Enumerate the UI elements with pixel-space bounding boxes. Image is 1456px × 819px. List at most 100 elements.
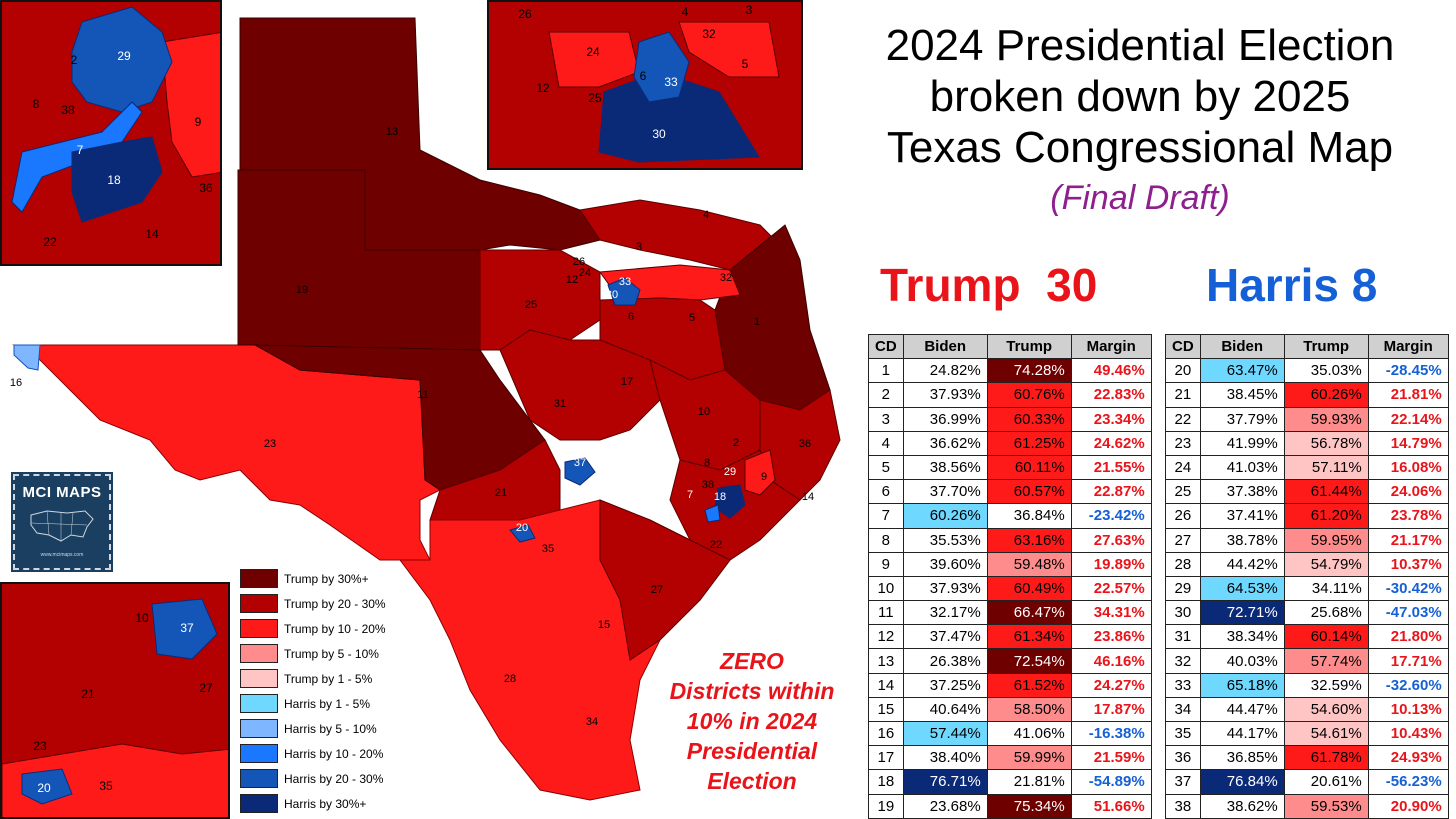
- biden-percent: 37.70%: [902, 479, 988, 505]
- legend-item: Trump by 5 - 10%: [240, 641, 386, 666]
- biden-percent: 57.44%: [902, 720, 988, 747]
- district-label: 12: [536, 81, 550, 95]
- table-row: 33 65.18% 32.59% -32.60%: [1165, 672, 1449, 698]
- district-number: 12: [868, 624, 904, 650]
- legend-label: Trump by 5 - 10%: [284, 646, 379, 661]
- biden-percent: 37.25%: [902, 672, 988, 698]
- table-row: 30 72.71% 25.68% -47.03%: [1165, 600, 1449, 626]
- legend-label: Trump by 1 - 5%: [284, 671, 373, 686]
- table-row: 27 38.78% 59.95% 21.17%: [1165, 527, 1449, 553]
- header-biden: Biden: [1199, 333, 1285, 360]
- district-number: 38: [1165, 793, 1201, 819]
- district-number: 19: [868, 793, 904, 819]
- trump-percent: 59.99%: [986, 745, 1072, 771]
- legend-label: Trump by 30%+: [284, 571, 369, 586]
- margin-value: 24.62%: [1070, 430, 1152, 456]
- table-row: 34 44.47% 54.60% 10.13%: [1165, 696, 1449, 723]
- legend-item: Harris by 20 - 30%: [240, 766, 386, 791]
- district-label: 31: [554, 398, 566, 410]
- district-label: 10: [698, 406, 710, 418]
- zero-districts-note: ZERO Districts within 10% in 2024 Presid…: [652, 646, 852, 796]
- houston-inset-map: 29 2 8 38 9 7 18 36 22 14: [2, 2, 220, 264]
- margin-value: -23.42%: [1070, 503, 1152, 529]
- district-label: 7: [77, 143, 84, 157]
- margin-value: 24.93%: [1367, 745, 1449, 771]
- table-header-row: CD Biden Trump Margin: [1165, 333, 1449, 360]
- district-label: 15: [598, 619, 610, 631]
- margin-value: -30.42%: [1367, 575, 1449, 602]
- margin-value: 51.66%: [1070, 793, 1152, 819]
- district-9-region: [744, 449, 776, 496]
- district-label: 27: [199, 681, 213, 695]
- margin-value: 17.87%: [1070, 696, 1152, 723]
- trump-percent: 72.54%: [986, 648, 1072, 674]
- biden-percent: 40.03%: [1199, 648, 1285, 674]
- margin-value: -16.38%: [1070, 720, 1152, 747]
- dallas-district-24: [548, 31, 640, 88]
- margin-value: 22.57%: [1070, 575, 1152, 602]
- legend-label: Harris by 1 - 5%: [284, 696, 371, 711]
- district-label: 26: [573, 256, 585, 268]
- header-cd: CD: [1165, 333, 1201, 360]
- district-label: 27: [651, 584, 663, 596]
- trump-percent: 56.78%: [1283, 430, 1369, 456]
- district-label: 33: [664, 75, 678, 89]
- legend-swatch: [240, 719, 278, 738]
- district-number: 29: [1165, 575, 1201, 602]
- district-label: 37: [180, 621, 194, 635]
- legend-item: Harris by 5 - 10%: [240, 716, 386, 741]
- margin-value: 10.43%: [1367, 720, 1449, 747]
- district-number: 18: [868, 769, 904, 795]
- trump-percent: 54.79%: [1283, 551, 1369, 577]
- district-number: 32: [1165, 648, 1201, 674]
- margin-value: 49.46%: [1070, 358, 1152, 384]
- district-label: 32: [720, 272, 732, 284]
- district-number: 17: [868, 745, 904, 771]
- table-row: 12 37.47% 61.34% 23.86%: [868, 624, 1152, 650]
- austin-inset-map: 10 37 21 27 23 20 35: [2, 584, 228, 817]
- margin-value: 22.87%: [1070, 479, 1152, 505]
- biden-percent: 76.71%: [902, 769, 988, 795]
- district-number: 22: [1165, 406, 1201, 432]
- district-label: 3: [746, 3, 753, 17]
- margin-value: 34.31%: [1070, 600, 1152, 626]
- table-row: 4 36.62% 61.25% 24.62%: [868, 430, 1152, 456]
- district-label: 24: [586, 45, 600, 59]
- legend-swatch: [240, 794, 278, 813]
- table-row: 31 38.34% 60.14% 21.80%: [1165, 624, 1449, 650]
- district-houston-blue-2: [704, 504, 721, 523]
- note-line-2: Districts within: [669, 678, 835, 704]
- biden-percent: 36.99%: [902, 406, 988, 432]
- margin-value: 17.71%: [1367, 648, 1449, 674]
- table-row: 17 38.40% 59.99% 21.59%: [868, 745, 1152, 771]
- table-row: 2 37.93% 60.76% 22.83%: [868, 382, 1152, 408]
- legend-item: Trump by 30%+: [240, 566, 386, 591]
- trump-percent: 21.81%: [986, 769, 1072, 795]
- houston-district-18: [71, 136, 163, 223]
- district-number: 34: [1165, 696, 1201, 723]
- district-label: 4: [703, 209, 709, 221]
- title-block: 2024 Presidential Election broken down b…: [830, 20, 1450, 218]
- trump-percent: 60.57%: [986, 479, 1072, 505]
- biden-percent: 37.93%: [902, 575, 988, 602]
- logo-title: MCI MAPS: [22, 484, 102, 501]
- legend-swatch: [240, 594, 278, 613]
- header-cd: CD: [868, 333, 904, 360]
- legend-item: Harris by 10 - 20%: [240, 741, 386, 766]
- margin-value: 21.59%: [1070, 745, 1152, 771]
- table-row: 1 24.82% 74.28% 49.46%: [868, 358, 1152, 384]
- biden-percent: 38.78%: [1199, 527, 1285, 553]
- austin-district-20: [21, 768, 73, 805]
- legend-item: Harris by 1 - 5%: [240, 691, 386, 716]
- biden-percent: 63.47%: [1199, 358, 1285, 384]
- district-label: 11: [417, 389, 428, 401]
- results-table-left: CD Biden Trump Margin 1 24.82% 74.28% 49.46…: [868, 333, 1152, 819]
- district-number: 20: [1165, 358, 1201, 384]
- district-label: 14: [802, 491, 814, 503]
- trump-percent: 61.52%: [986, 672, 1072, 698]
- district-number: 4: [868, 430, 904, 456]
- district-label: 36: [799, 438, 811, 450]
- legend-swatch: [240, 769, 278, 788]
- district-label: 13: [386, 126, 398, 138]
- district-label: 33: [619, 276, 631, 288]
